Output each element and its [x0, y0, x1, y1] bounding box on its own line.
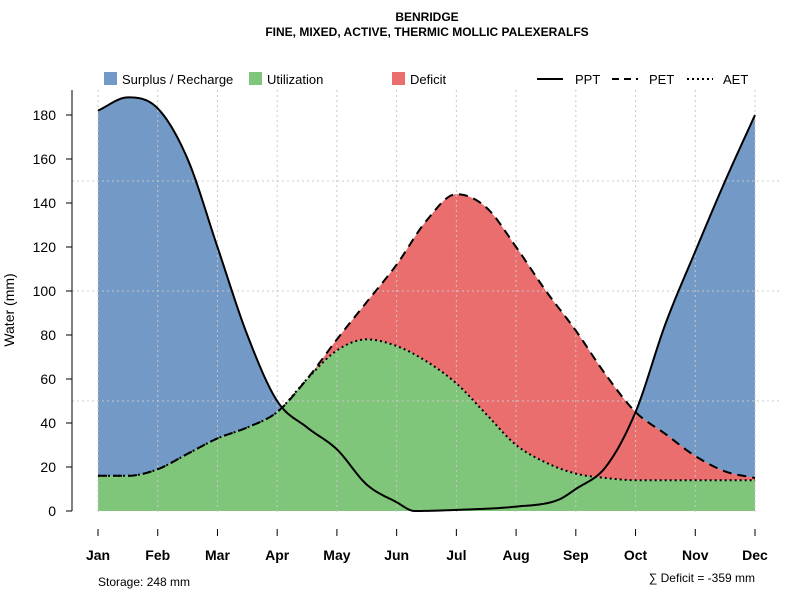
surplus-area: [98, 97, 755, 479]
deficit-total-label: ∑ Deficit = -359 mm: [649, 571, 755, 585]
x-tick-label: Sep: [563, 547, 589, 563]
series-line-pet: [98, 193, 756, 479]
x-tick-label: Oct: [624, 547, 648, 563]
legend-label-deficit: Deficit: [410, 72, 447, 87]
y-tick-label: 40: [40, 415, 56, 431]
legend-swatch-deficit: [392, 72, 405, 85]
series-line-ppt: [97, 96, 756, 512]
utilization-area: [98, 339, 755, 511]
y-tick-label: 0: [48, 503, 56, 519]
deficit-area: [98, 194, 755, 481]
legend-label-pet: PET: [649, 72, 674, 87]
y-tick-label: 120: [33, 239, 57, 255]
x-tick-label: Apr: [265, 547, 290, 563]
y-tick-label: 20: [40, 459, 56, 475]
y-tick-label: 60: [40, 371, 56, 387]
x-tick-label: Nov: [682, 547, 709, 563]
storage-label: Storage: 248 mm: [98, 575, 190, 589]
x-tick-label: Dec: [742, 547, 768, 563]
series-line-aet: [98, 338, 755, 482]
chart-title: BENRIDGE: [395, 10, 458, 24]
y-tick-label: 180: [33, 107, 57, 123]
legend-label-utilization: Utilization: [267, 72, 323, 87]
x-tick-label: Feb: [145, 547, 170, 563]
legend-label-surplus: Surplus / Recharge: [122, 72, 233, 87]
y-tick-label: 140: [33, 195, 57, 211]
chart-subtitle: FINE, MIXED, ACTIVE, THERMIC MOLLIC PALE…: [265, 25, 588, 39]
legend-label-aet: AET: [723, 72, 748, 87]
y-tick-label: 80: [40, 327, 56, 343]
x-tick-label: Jul: [446, 547, 466, 563]
x-tick-label: Mar: [205, 547, 230, 563]
y-tick-label: 100: [33, 283, 57, 299]
legend-swatch-utilization: [249, 72, 262, 85]
x-tick-label: Jun: [384, 547, 409, 563]
x-tick-label: Aug: [502, 547, 529, 563]
y-axis-label: Water (mm): [1, 273, 17, 346]
y-tick-label: 160: [33, 151, 57, 167]
x-tick-label: Jan: [86, 547, 110, 563]
x-tick-label: May: [323, 547, 350, 563]
legend: Surplus / Recharge Utilization Deficit P…: [104, 72, 748, 87]
legend-label-ppt: PPT: [575, 72, 600, 87]
legend-swatch-surplus: [104, 72, 117, 85]
